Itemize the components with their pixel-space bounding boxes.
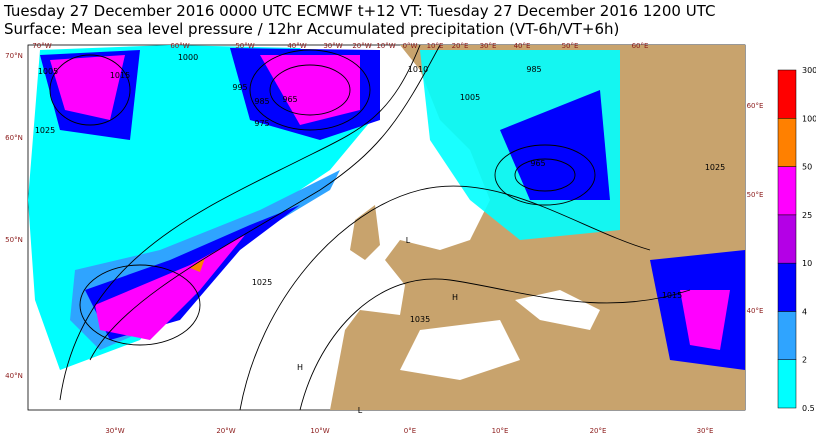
- precip: [95, 235, 245, 340]
- isobar-label: 1010: [408, 65, 428, 74]
- precip: [50, 55, 125, 120]
- isobar-label: H: [452, 293, 458, 302]
- lon-label: 30°W: [105, 427, 124, 435]
- lon-label: 0°W: [403, 42, 418, 50]
- legend-label: 0.5: [802, 404, 815, 413]
- isobar-label: H: [297, 363, 303, 372]
- lon-label: 40°W: [287, 42, 306, 50]
- lon-label: 60°E: [632, 42, 649, 50]
- legend-swatch: [777, 69, 797, 119]
- precip: [260, 55, 360, 125]
- isobar-label: 1005: [38, 67, 58, 76]
- subtitle-line: Surface: Mean sea level pressure / 12hr …: [4, 20, 620, 38]
- lon-label: 50°W: [235, 42, 254, 50]
- header: Tuesday 27 December 2016 0000 UTC ECMWF …: [4, 2, 715, 38]
- isobar-label: 1035: [410, 315, 430, 324]
- isobar-label: 965: [282, 95, 297, 104]
- legend-label: 25: [802, 211, 812, 220]
- legend-label: 300: [802, 66, 816, 75]
- lon-label: 30°W: [323, 42, 342, 50]
- isobar-label: 1015: [110, 71, 130, 80]
- precip: [680, 290, 730, 350]
- isobar-label: 965: [530, 159, 545, 168]
- lat-label: 60°E: [747, 102, 764, 110]
- isobar-label: L: [358, 406, 363, 415]
- land: [350, 205, 380, 260]
- lat-label: 50°N: [5, 236, 23, 244]
- map-body: [28, 45, 745, 410]
- isobar-label: 1015: [662, 291, 682, 300]
- legend-label: 2: [802, 356, 807, 365]
- legend-swatch: [777, 214, 797, 264]
- lon-label: 50°E: [562, 42, 579, 50]
- legend-swatch: [777, 311, 797, 360]
- lon-label: 20°W: [216, 427, 235, 435]
- lon-label: 0°E: [404, 427, 416, 435]
- lon-label: 20°E: [590, 427, 607, 435]
- lon-label: 30°E: [480, 42, 497, 50]
- lon-label: 40°E: [514, 42, 531, 50]
- lat-label: 70°N: [5, 52, 23, 60]
- isobar-label: 995: [232, 83, 247, 92]
- lon-label: 20°E: [452, 42, 469, 50]
- lat-label: 40°E: [747, 307, 764, 315]
- sea: [515, 290, 600, 330]
- isobars: [49, 45, 691, 410]
- lon-label: 10°E: [427, 42, 444, 50]
- lon-label: 10°W: [310, 427, 329, 435]
- legend-label: 50: [802, 163, 812, 172]
- isobar-label: 985: [254, 97, 269, 106]
- legend-swatch: [777, 166, 797, 216]
- title-line: Tuesday 27 December 2016 0000 UTC ECMWF …: [4, 2, 716, 20]
- legend-swatch: [777, 359, 797, 409]
- lon-label: 60°W: [170, 42, 189, 50]
- isobar-label: 1025: [35, 126, 55, 135]
- isobar-label: 1025: [705, 163, 725, 172]
- legend-swatch: [777, 262, 797, 312]
- isobar-label: 985: [526, 65, 541, 74]
- lat-label: 50°E: [747, 191, 764, 199]
- legend-swatch: [777, 118, 797, 167]
- lon-label: 10°E: [492, 427, 509, 435]
- legend-label: 10: [802, 259, 812, 268]
- precip: [190, 258, 205, 272]
- legend-label: 100: [802, 114, 816, 123]
- lat-label: 60°N: [5, 134, 23, 142]
- lon-label: 30°E: [697, 427, 714, 435]
- legend-label: 4: [802, 307, 807, 316]
- isobar-label: L: [406, 236, 411, 245]
- precip: [500, 90, 610, 200]
- isobar-label: 1000: [178, 53, 198, 62]
- isobar-label: 975: [254, 119, 269, 128]
- isobar-label: 1005: [460, 93, 480, 102]
- lon-label: 10°W: [376, 42, 395, 50]
- isobar-label: 1025: [252, 278, 272, 287]
- sea: [400, 320, 520, 380]
- lat-label: 40°N: [5, 372, 23, 380]
- lon-label: 70°W: [32, 42, 51, 50]
- lon-label: 20°W: [352, 42, 371, 50]
